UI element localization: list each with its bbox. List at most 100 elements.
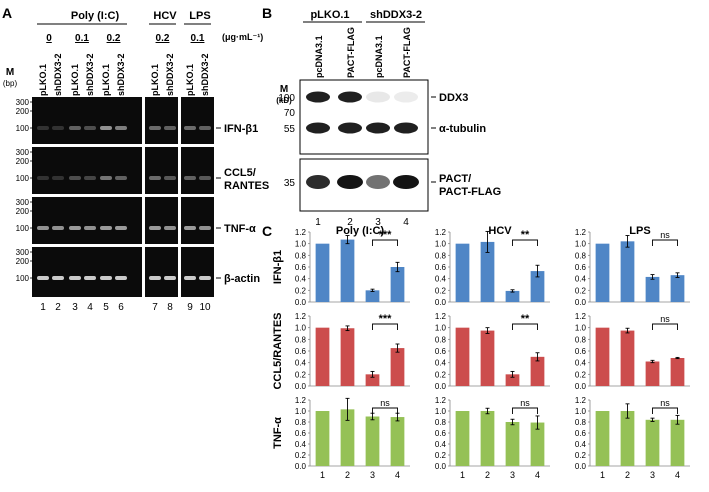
c-significance-label: ns (660, 398, 670, 408)
a-lane-label: pLKO.1 (150, 64, 160, 96)
a-gel-band (69, 126, 81, 130)
c-y-tick-label: 0.8 (435, 335, 447, 344)
a-gel-band (52, 226, 64, 230)
c-y-tick-label: 0.2 (575, 451, 587, 460)
c-significance-label: ** (521, 229, 530, 241)
b-blot-band (366, 175, 390, 189)
a-gel-band (69, 226, 81, 230)
b-blot-band (366, 91, 390, 103)
c-y-tick-label: 1.2 (575, 228, 587, 237)
c-significance-label: ns (520, 398, 530, 408)
c-y-tick-label: 0.6 (295, 429, 307, 438)
c-bar (315, 327, 330, 386)
c-significance-bracket (372, 407, 398, 414)
a-lane-number: 2 (55, 302, 61, 313)
a-gel-band (149, 276, 161, 280)
panel-a-letter: A (2, 5, 12, 21)
a-lane-label: shDDX3-2 (85, 53, 95, 96)
c-y-tick-label: 0.2 (295, 286, 307, 295)
a-gel-band (84, 276, 96, 280)
a-lane-number: 5 (103, 302, 109, 313)
c-x-tick-label: 3 (370, 470, 375, 480)
c-y-tick-label: 0.2 (295, 370, 307, 379)
a-lane-label: shDDX3-2 (53, 53, 63, 96)
c-bar (365, 416, 380, 466)
b-lane-label: pcDNA3.1 (314, 35, 324, 78)
c-y-tick-label: 0.8 (295, 418, 307, 427)
a-lane-label: pLKO.1 (70, 64, 80, 96)
a-lane-label: shDDX3-2 (165, 53, 175, 96)
c-y-tick-label: 0.4 (435, 359, 447, 368)
c-y-tick-label: 0.6 (435, 429, 447, 438)
b-blot-band (338, 122, 362, 134)
b-blot-band (394, 91, 418, 103)
a-gel-band (164, 226, 176, 230)
a-dose-label: 0.1 (75, 33, 89, 44)
c-bar (645, 276, 660, 302)
c-bar (530, 271, 545, 302)
c-y-tick-label: 0.2 (575, 370, 587, 379)
a-gel-block (181, 147, 214, 194)
b-lane-number: 3 (375, 217, 381, 228)
b-blot1-frame (299, 79, 429, 155)
a-lane-label: shDDX3-2 (116, 53, 126, 96)
a-gel-band (37, 176, 49, 180)
c-y-tick-label: 0.0 (295, 298, 307, 307)
c-y-tick-label: 1.0 (435, 324, 447, 333)
c-y-tick-label: 0.6 (295, 263, 307, 272)
b-band-label: α-tubulin (439, 123, 486, 135)
c-y-tick-label: 0.6 (295, 347, 307, 356)
a-marker-tick: 300 (16, 148, 30, 157)
c-bar (645, 361, 660, 386)
a-gel-band (149, 126, 161, 130)
a-marker-tick: 100 (16, 124, 30, 133)
a-gel-block (181, 197, 214, 244)
a-marker-tick: 200 (16, 257, 30, 266)
a-gel-band (115, 126, 127, 130)
c-y-tick-label: 1.0 (575, 407, 587, 416)
a-dose-label: 0.1 (191, 33, 205, 44)
c-y-tick-label: 0.4 (435, 275, 447, 284)
a-dose-label: 0.2 (156, 33, 170, 44)
c-y-tick-label: 0.0 (435, 462, 447, 471)
c-y-tick-label: 0.0 (575, 462, 587, 471)
c-column-title: HCV (488, 225, 512, 237)
c-y-tick-label: 0.2 (435, 370, 447, 379)
a-gene-label: IFN-β1 (224, 123, 258, 135)
a-gel-band (69, 276, 81, 280)
a-gel-band (199, 276, 211, 280)
c-y-tick-label: 0.4 (575, 275, 587, 284)
a-gel-band (149, 176, 161, 180)
c-bar (670, 358, 685, 386)
c-bar-chart: 0.0 0.2 0.4 0.6 0.8 1.0 1.2 1 2 3 4 ns (435, 396, 550, 480)
b-blot-band (306, 175, 330, 189)
c-column-title: LPS (629, 225, 650, 237)
c-y-tick-label: 1.2 (295, 312, 307, 321)
a-marker-tick: 300 (16, 98, 30, 107)
a-lane-number: 6 (118, 302, 124, 313)
c-significance-label: ** (521, 313, 530, 325)
c-bar (595, 411, 610, 466)
c-bar (505, 374, 520, 386)
c-bar (480, 330, 495, 386)
a-lane-number: 8 (167, 302, 173, 313)
c-x-tick-label: 3 (510, 470, 515, 480)
a-gel-block (145, 197, 178, 244)
a-gel-block (32, 247, 142, 297)
a-marker-tick: 300 (16, 198, 30, 207)
c-bar-chart: 0.0 0.2 0.4 0.6 0.8 1.0 1.2 ns (575, 228, 690, 307)
a-gel-band (164, 126, 176, 130)
c-significance-bracket (512, 323, 538, 330)
a-gel-band (115, 176, 127, 180)
a-lane-label: pLKO.1 (101, 64, 111, 96)
c-bar (595, 327, 610, 386)
a-gene-label-line2: RANTES (224, 180, 269, 192)
c-bar (365, 374, 380, 386)
a-gel-block (145, 147, 178, 194)
a-gel-band (184, 276, 196, 280)
c-significance-bracket (652, 407, 678, 414)
c-y-tick-label: 0.0 (435, 298, 447, 307)
a-lane-label: pLKO.1 (185, 64, 195, 96)
c-bar (315, 243, 330, 302)
